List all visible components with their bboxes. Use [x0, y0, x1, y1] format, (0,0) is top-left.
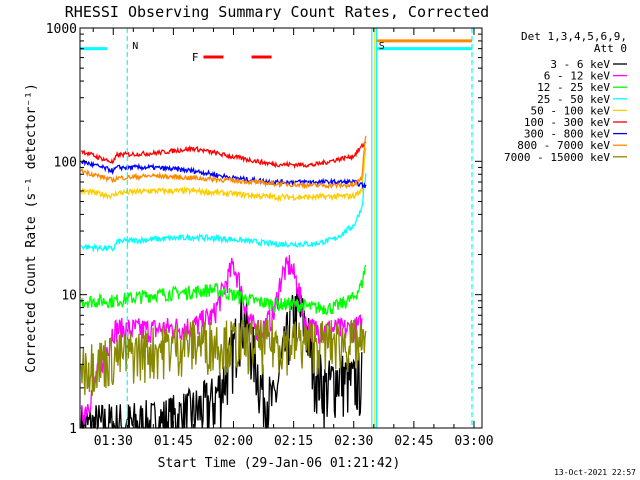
series-line-3 — [80, 173, 367, 253]
chart-title: RHESSI Observing Summary Count Rates, Co… — [65, 3, 489, 21]
flare-label: F — [192, 51, 199, 64]
series-line-5 — [81, 141, 367, 170]
marker-n: N — [132, 41, 138, 52]
legend-label: 7000 - 15000 keV — [504, 151, 610, 164]
x-tick-label: 02:45 — [394, 434, 433, 449]
x-axis-label: Start Time (29-Jan-06 01:21:42) — [158, 456, 401, 471]
legend-label: 25 - 50 keV — [537, 93, 610, 106]
marker-s: S — [379, 41, 385, 52]
legend-label: 12 - 25 keV — [537, 81, 610, 94]
legend-label: 6 - 12 keV — [544, 70, 611, 83]
x-tick-label: 02:00 — [214, 434, 253, 449]
x-tick-label: 01:45 — [154, 434, 193, 449]
x-tick-label: 01:30 — [94, 434, 133, 449]
series-line-4 — [80, 148, 367, 203]
legend-label: 3 - 6 keV — [550, 58, 610, 71]
series-line-2 — [80, 264, 367, 316]
series-line-8 — [80, 319, 367, 396]
timestamp: 13-Oct-2021 22:57 — [554, 468, 636, 477]
series-line-6 — [80, 159, 367, 189]
legend-detector-info: Det 1,3,4,5,6,9, — [521, 30, 627, 43]
axes: 1 10 100 1000 01:30 01:45 02:00 02:15 02:30 02:45… — [46, 22, 494, 449]
legend-label: 800 - 7000 keV — [517, 139, 610, 152]
y-tick-label: 1 — [69, 422, 77, 437]
y-tick-label: 100 — [54, 155, 77, 170]
x-tick-label: 02:30 — [334, 434, 373, 449]
x-tick-label: 03:00 — [454, 434, 493, 449]
legend-label: 300 - 800 keV — [524, 128, 610, 141]
legend-attenuator-info: Att 0 — [594, 42, 627, 55]
legend-label: 50 - 100 keV — [531, 104, 611, 117]
plot-area: FN S — [80, 28, 473, 431]
plot-frame — [79, 27, 483, 429]
y-axis-label: Corrected Count Rate (s⁻¹ detector⁻¹) — [24, 83, 39, 373]
series-line-1 — [80, 255, 363, 425]
y-tick-label: 1000 — [46, 22, 77, 37]
x-tick-label: 02:15 — [274, 434, 313, 449]
series-line-7 — [80, 135, 367, 190]
series-line-0 — [80, 287, 363, 431]
y-tick-label: 10 — [61, 289, 77, 304]
legend-label: 100 - 300 keV — [524, 116, 610, 129]
